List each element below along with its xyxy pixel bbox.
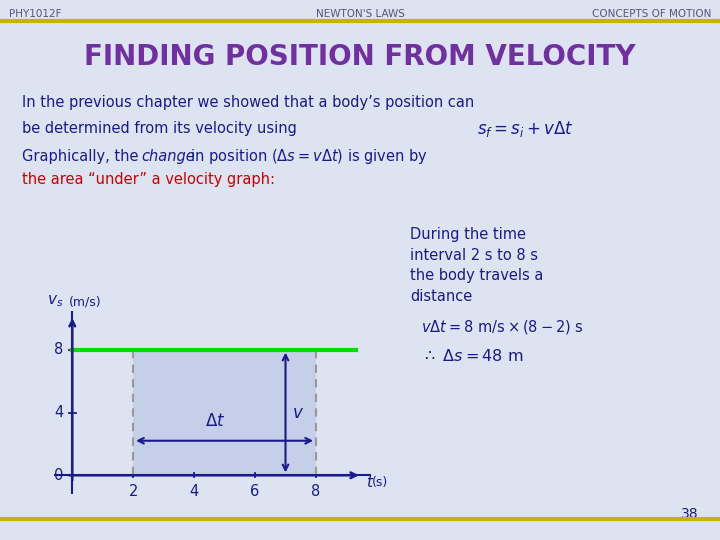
Text: the body travels a: the body travels a xyxy=(410,268,544,284)
Text: 0: 0 xyxy=(54,468,63,483)
Text: PHY1012F: PHY1012F xyxy=(9,9,61,19)
Text: (s): (s) xyxy=(372,476,389,489)
Text: $t$: $t$ xyxy=(366,474,374,490)
Text: Graphically, the: Graphically, the xyxy=(22,149,143,164)
Text: $v$: $v$ xyxy=(292,403,304,422)
Text: NEWTON'S LAWS: NEWTON'S LAWS xyxy=(315,9,405,19)
Text: FINDING POSITION FROM VELOCITY: FINDING POSITION FROM VELOCITY xyxy=(84,43,636,71)
Text: 38: 38 xyxy=(681,507,698,521)
Text: In the previous chapter we showed that a body’s position can: In the previous chapter we showed that a… xyxy=(22,95,474,110)
Text: be determined from its velocity using: be determined from its velocity using xyxy=(22,121,297,136)
Text: the area “under” a velocity graph:: the area “under” a velocity graph: xyxy=(22,172,274,187)
Text: CONCEPTS OF MOTION: CONCEPTS OF MOTION xyxy=(592,9,711,19)
Text: (m/s): (m/s) xyxy=(69,296,102,309)
Text: distance: distance xyxy=(410,289,472,304)
Text: 4: 4 xyxy=(189,484,199,499)
Text: $s_f = s_i + v\Delta t$: $s_f = s_i + v\Delta t$ xyxy=(477,118,574,139)
Text: change: change xyxy=(141,149,195,164)
Text: 6: 6 xyxy=(251,484,260,499)
Text: 8: 8 xyxy=(54,342,63,357)
Text: 8: 8 xyxy=(311,484,320,499)
Text: $v_s$: $v_s$ xyxy=(48,293,63,309)
Text: 4: 4 xyxy=(54,405,63,420)
Text: interval 2 s to 8 s: interval 2 s to 8 s xyxy=(410,248,539,263)
Text: During the time: During the time xyxy=(410,227,526,242)
Text: in position ($\Delta s = v\Delta t$) is given by: in position ($\Delta s = v\Delta t$) is … xyxy=(186,147,428,166)
Text: 2: 2 xyxy=(128,484,138,499)
Text: $\therefore\ \Delta s = 48\ \mathrm{m}$: $\therefore\ \Delta s = 48\ \mathrm{m}$ xyxy=(421,348,523,364)
Text: $\Delta t$: $\Delta t$ xyxy=(205,412,225,430)
Bar xyxy=(133,350,316,475)
Text: $v\Delta t = 8\ \mathrm{m/s} \times (8-2)\ \mathrm{s}$: $v\Delta t = 8\ \mathrm{m/s} \times (8-2… xyxy=(421,318,584,336)
